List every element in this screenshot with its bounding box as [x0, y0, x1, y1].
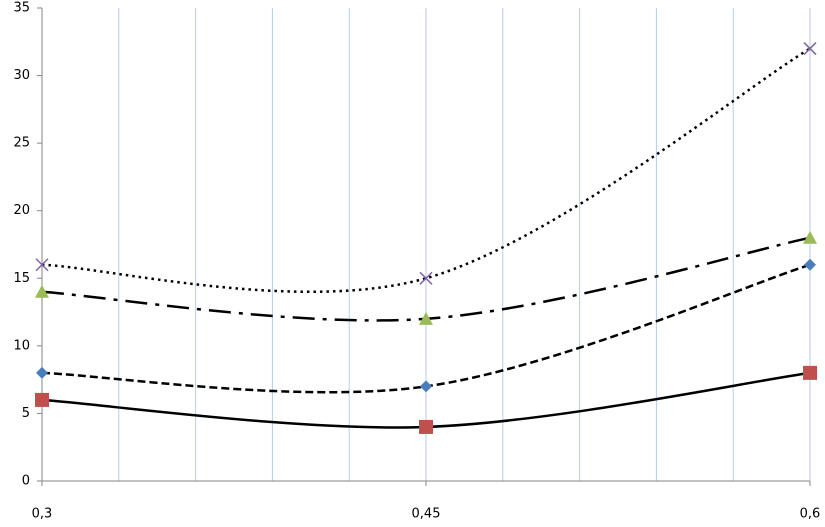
marker: [419, 311, 433, 325]
y-tick-label: 10: [13, 338, 30, 353]
marker: [803, 230, 817, 244]
y-tick-label: 30: [13, 68, 30, 83]
x-tick-label: 0,3: [32, 507, 53, 522]
x-tick-label: 0,6: [800, 507, 821, 522]
marker: [419, 271, 433, 285]
marker: [419, 419, 433, 434]
marker: [420, 380, 432, 393]
marker: [35, 258, 49, 272]
y-tick-label: 35: [13, 1, 30, 16]
x-tick-label: 0,45: [412, 507, 441, 522]
marker: [35, 392, 49, 407]
y-tick-label: 5: [22, 406, 30, 421]
y-tick-label: 0: [22, 474, 30, 489]
marker: [803, 365, 817, 380]
marker: [36, 366, 48, 379]
y-tick-label: 25: [13, 136, 30, 151]
series-line: [41, 47, 811, 293]
y-tick-label: 20: [13, 203, 30, 218]
marker: [35, 284, 49, 298]
marker: [804, 258, 816, 271]
y-tick-label: 15: [13, 271, 30, 286]
marker: [803, 42, 817, 56]
